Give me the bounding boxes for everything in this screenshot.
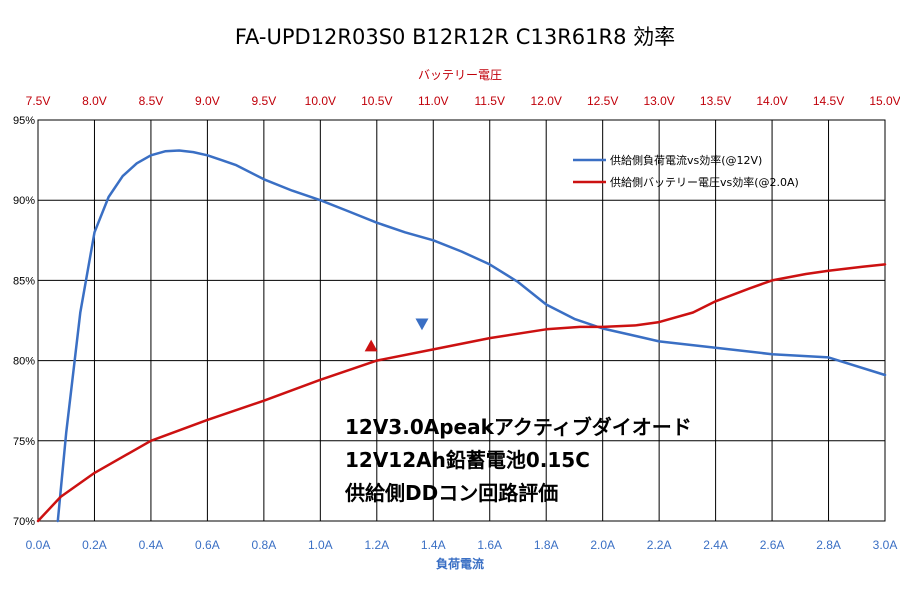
x-bottom-tick-label: 2.6A xyxy=(760,538,785,552)
red-triangle-marker xyxy=(364,339,378,352)
x-bottom-tick-label: 2.4A xyxy=(703,538,728,552)
annotation-block: 12V3.0Apeakアクティブダイオード 12V12Ah鉛蓄電池0.15C 供給側… xyxy=(344,415,692,505)
x-top-tick-label: 12.5V xyxy=(587,94,618,108)
y-tick-label: 75% xyxy=(13,436,35,448)
x-top-tick-label: 9.0V xyxy=(195,94,220,108)
x-top-tick-label: 8.5V xyxy=(139,94,164,108)
x-top-tick-label: 13.0V xyxy=(643,94,674,108)
x-bottom-tick-label: 0.6A xyxy=(195,538,220,552)
markers xyxy=(364,318,429,352)
y-tick-label: 95% xyxy=(13,115,35,127)
x-top-tick-label: 11.0V xyxy=(418,94,448,108)
x-top-tick-label: 14.0V xyxy=(756,94,787,108)
bottom-axis-label: 負荷電流 xyxy=(436,556,484,571)
x-bottom-tick-label: 2.0A xyxy=(590,538,615,552)
annotation-line: 12V3.0Apeakアクティブダイオード xyxy=(345,415,692,439)
annotation-line: 供給側DDコン回路評価 xyxy=(344,481,558,505)
x-top-tick-label: 7.5V xyxy=(26,94,51,108)
grid xyxy=(37,119,886,522)
legend-entry-2: 供給側バッテリー電圧vs効率(@2.0A) xyxy=(610,175,799,189)
x-bottom-tick-label: 0.8A xyxy=(252,538,277,552)
tick-labels: 0.0A 0.2A 0.4A 0.6A 0.8A 1.0A 1.2A 1.4A 1.6A 1.8A… xyxy=(13,94,900,552)
y-tick-label: 70% xyxy=(13,516,35,528)
x-top-tick-label: 15.0V xyxy=(869,94,900,108)
y-tick-label: 80% xyxy=(13,356,35,368)
series-lines xyxy=(36,149,887,523)
x-bottom-tick-label: 1.6A xyxy=(477,538,502,552)
series-line-1 xyxy=(56,149,887,523)
x-bottom-tick-label: 0.4A xyxy=(139,538,164,552)
x-top-tick-label: 9.5V xyxy=(252,94,277,108)
x-bottom-tick-label: 3.0A xyxy=(873,538,898,552)
y-tick-label: 90% xyxy=(13,195,35,207)
legend: 供給側負荷電流vs効率(@12V) 供給側バッテリー電圧vs効率(@2.0A) xyxy=(573,153,799,189)
plot-area xyxy=(37,119,886,522)
x-bottom-tick-label: 0.2A xyxy=(82,538,107,552)
chart-title: FA-UPD12R03S0 B12R12R C13R61R8 効率 xyxy=(235,25,675,49)
blue-triangle-marker xyxy=(415,318,429,331)
top-axis-label: バッテリー電圧 xyxy=(418,68,502,82)
x-top-tick-label: 14.5V xyxy=(813,94,844,108)
x-top-tick-label: 10.5V xyxy=(361,94,392,108)
x-top-tick-label: 13.5V xyxy=(700,94,731,108)
x-bottom-tick-label: 1.4A xyxy=(421,538,446,552)
x-top-tick-label: 8.0V xyxy=(82,94,107,108)
x-bottom-tick-label: 1.8A xyxy=(534,538,559,552)
x-bottom-tick-label: 2.8A xyxy=(816,538,841,552)
y-tick-label: 85% xyxy=(13,275,35,287)
series-line-2 xyxy=(36,263,887,523)
x-bottom-tick-label: 1.2A xyxy=(364,538,389,552)
annotation-line: 12V12Ah鉛蓄電池0.15C xyxy=(345,448,590,472)
x-top-tick-label: 12.0V xyxy=(531,94,562,108)
x-bottom-tick-label: 0.0A xyxy=(26,538,51,552)
x-top-tick-label: 10.0V xyxy=(305,94,336,108)
x-top-tick-label: 11.5V xyxy=(474,94,504,108)
x-bottom-tick-label: 1.0A xyxy=(308,538,333,552)
x-bottom-tick-label: 2.2A xyxy=(647,538,672,552)
legend-entry-1: 供給側負荷電流vs効率(@12V) xyxy=(610,153,762,167)
